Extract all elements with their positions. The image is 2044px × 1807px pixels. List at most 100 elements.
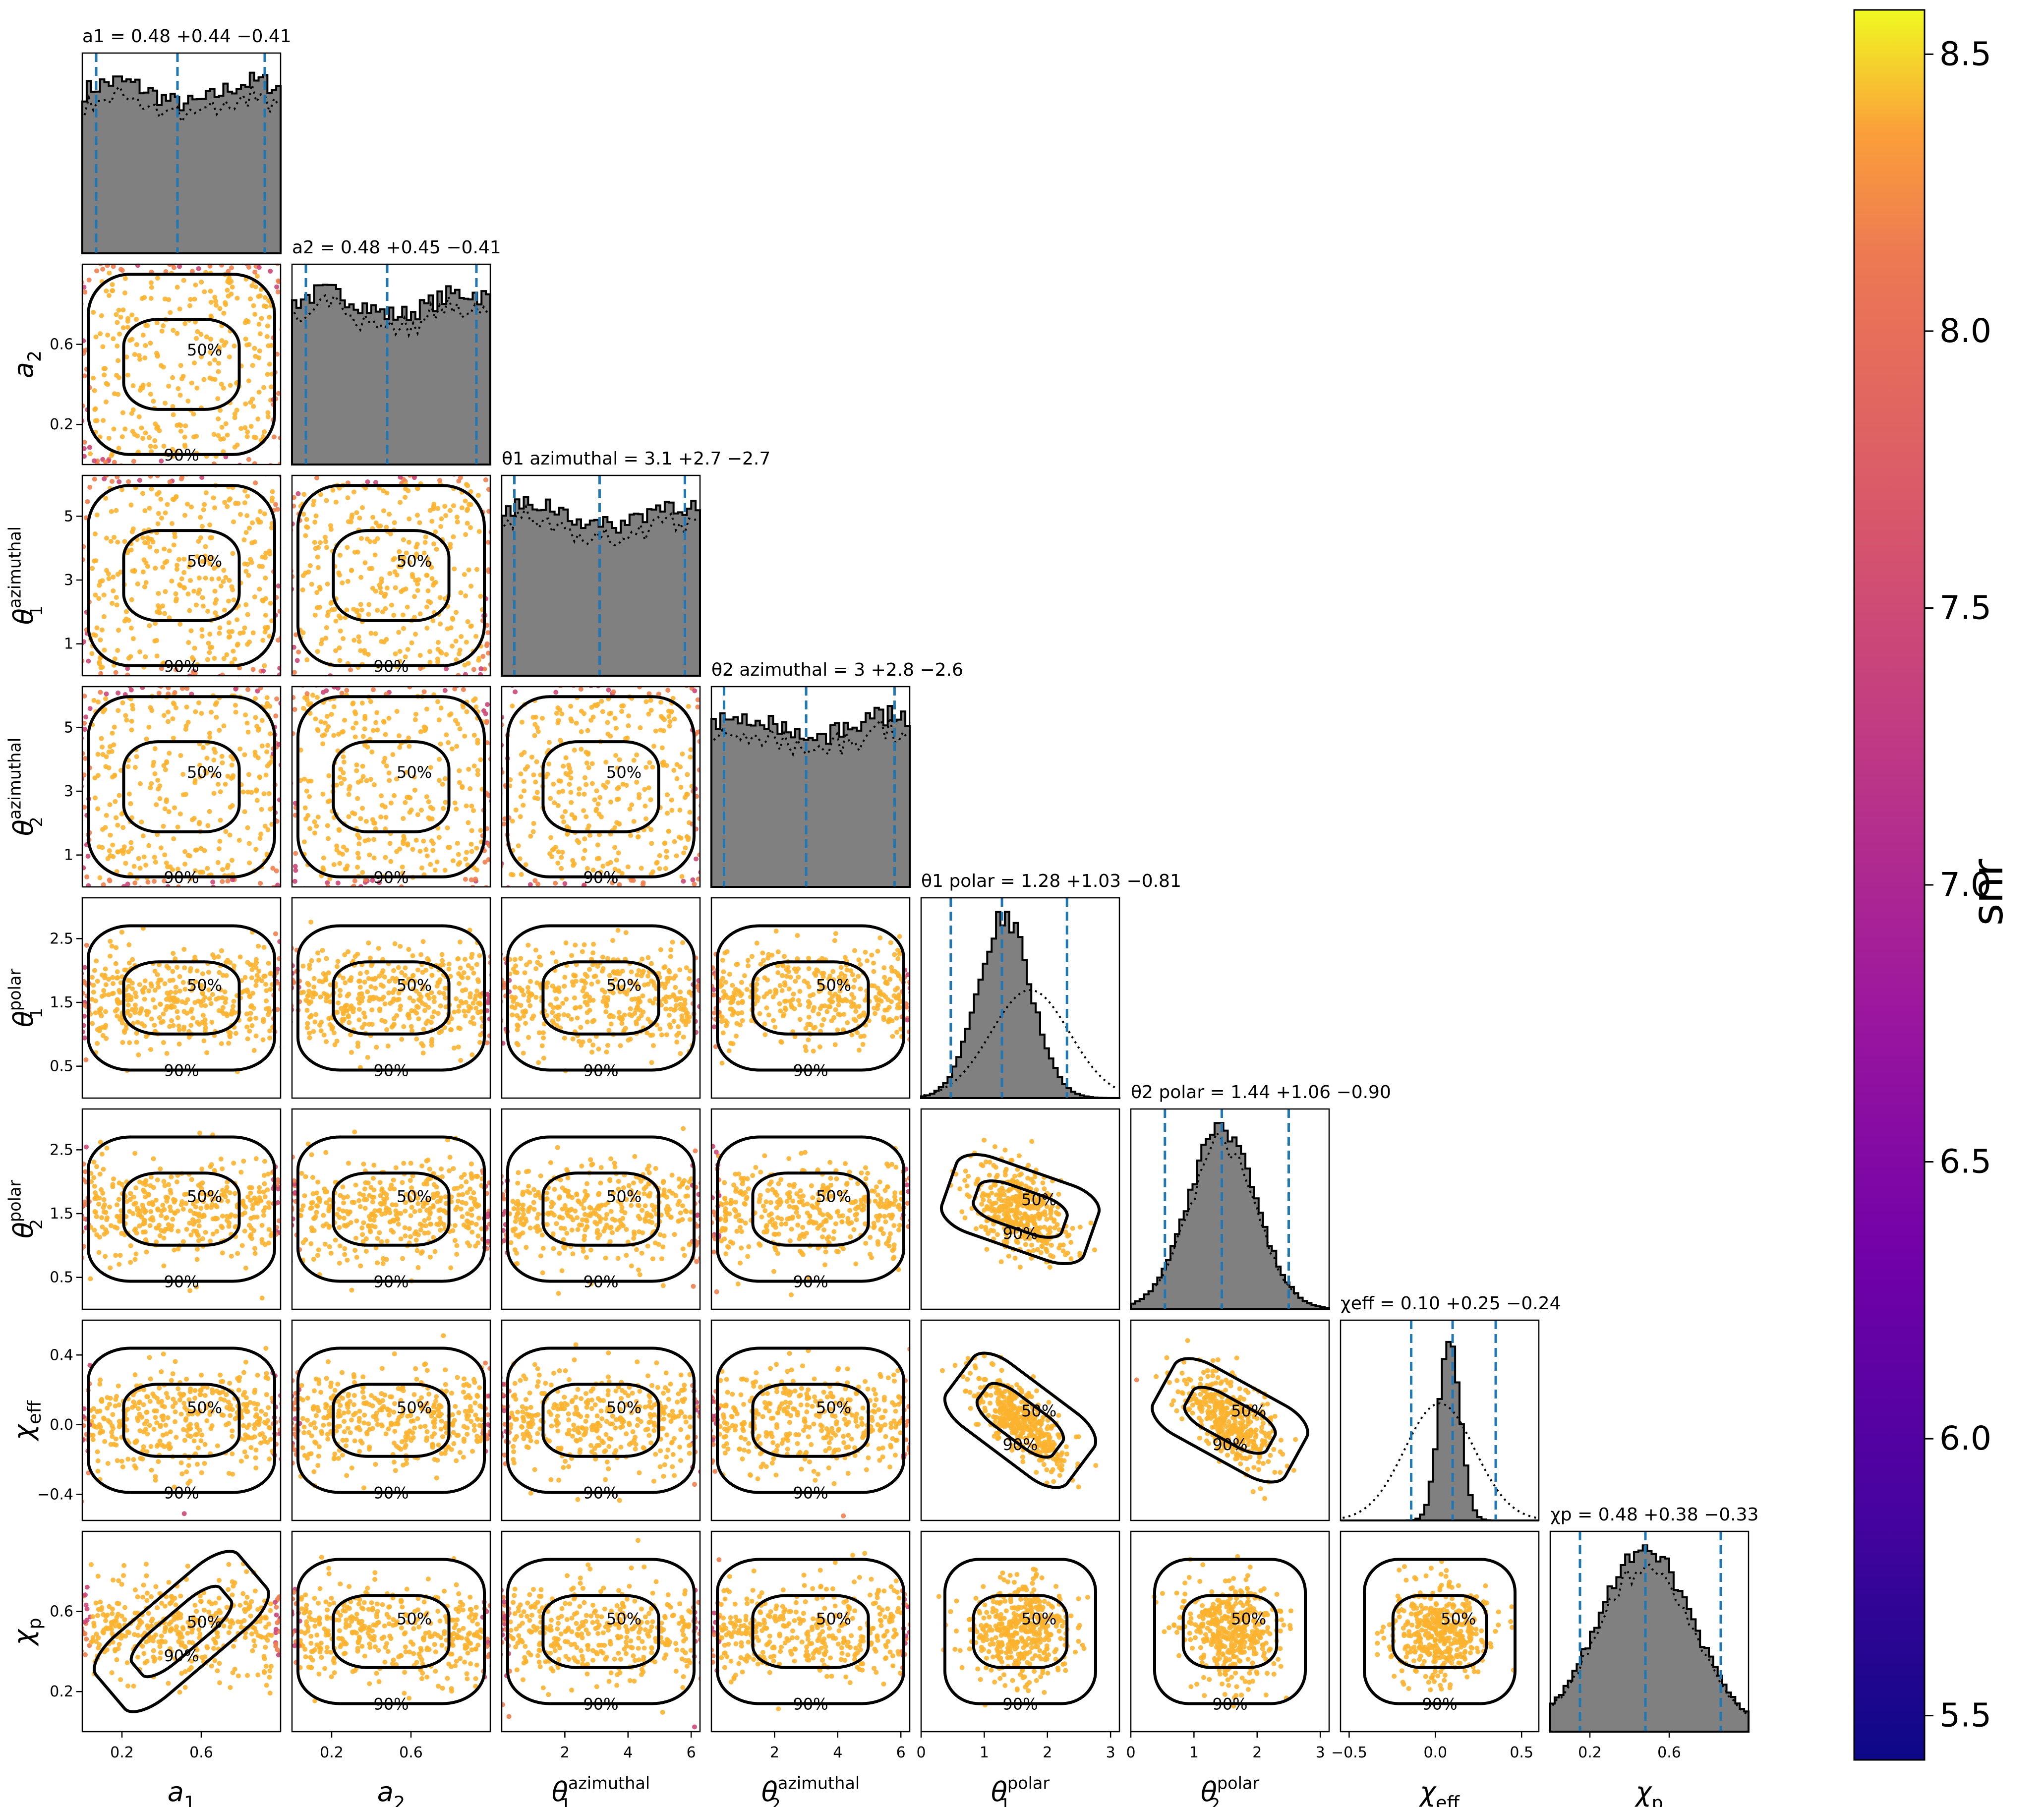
sample-point (593, 974, 598, 979)
sample-point (285, 797, 290, 802)
sample-point (591, 941, 596, 947)
sample-point (110, 282, 115, 287)
sample-point (869, 952, 875, 958)
sample-point (413, 711, 418, 717)
sample-point (174, 494, 179, 499)
sample-point (403, 495, 408, 500)
sample-point (224, 1011, 229, 1017)
sample-point (114, 595, 119, 600)
sample-point (275, 1180, 281, 1185)
sample-point (220, 1188, 225, 1193)
sample-point (201, 1199, 206, 1204)
sample-point (115, 1202, 120, 1208)
sample-point (456, 956, 461, 961)
sample-point (150, 997, 156, 1002)
sample-point (264, 998, 269, 1003)
sample-point (626, 988, 632, 993)
sample-point (598, 870, 603, 875)
sample-point (711, 934, 712, 936)
sample-point (364, 970, 369, 975)
sample-point (494, 954, 499, 959)
sample-point (303, 533, 308, 538)
sample-point (376, 676, 381, 681)
sample-point (468, 877, 474, 882)
sample-point (245, 612, 250, 617)
sample-point (305, 1141, 311, 1147)
sample-point (516, 1042, 521, 1048)
sample-point (491, 1181, 496, 1186)
sample-point (82, 727, 87, 732)
sample-point (496, 999, 501, 1004)
sample-point (376, 945, 381, 951)
sample-point (734, 1033, 739, 1039)
sample-point (681, 878, 686, 884)
sample-point (153, 1198, 159, 1203)
sample-point (735, 1011, 741, 1016)
sample-point (587, 967, 592, 972)
sample-point (559, 887, 564, 892)
contour-50 (541, 960, 660, 1036)
sample-point (130, 383, 136, 389)
sample-point (539, 1043, 545, 1049)
sample-point (229, 660, 234, 666)
sample-point (415, 486, 420, 491)
sample-point (165, 884, 171, 887)
sample-point (429, 990, 434, 995)
sample-point (401, 587, 406, 593)
sample-point (358, 816, 363, 821)
sample-point (166, 1222, 171, 1227)
sample-point (463, 856, 468, 862)
sample-point (175, 563, 180, 568)
sample-point (123, 713, 128, 718)
sample-point (464, 482, 469, 487)
sample-point (111, 264, 116, 269)
sample-point (423, 968, 429, 973)
sample-point (161, 444, 167, 449)
sample-point (463, 532, 468, 537)
sample-point (413, 544, 419, 550)
sample-point (254, 798, 260, 803)
sample-point (446, 740, 451, 745)
sample-point (233, 1224, 238, 1229)
sample-point (314, 475, 319, 480)
hist-panel-a2: a2 = 0.48 +0.45 −0.41 (291, 237, 501, 466)
sample-point (425, 556, 430, 561)
sample-point (881, 1017, 886, 1022)
sample-point (74, 501, 79, 506)
sample-point (439, 516, 444, 522)
sample-point (478, 672, 483, 676)
sample-point (441, 991, 447, 996)
sample-point (546, 761, 552, 767)
sample-point (82, 557, 85, 562)
sample-point (250, 363, 255, 368)
sample-point (645, 955, 651, 960)
contour-label-50: 50% (816, 976, 851, 994)
scatter-frame (81, 897, 282, 1099)
sample-point (197, 819, 202, 825)
scatter-panel-theta2_azimuthal-vs-a1: 90%50% (81, 686, 288, 888)
sample-point (115, 539, 120, 545)
sample-point (523, 862, 528, 868)
sample-point (283, 874, 288, 879)
sample-point (181, 1027, 186, 1032)
sample-point (666, 828, 671, 834)
sample-point (555, 988, 560, 993)
sample-point (696, 978, 700, 983)
sample-point (198, 535, 203, 540)
sample-point (337, 552, 343, 558)
sample-point (355, 832, 360, 838)
sample-point (350, 725, 356, 731)
sample-point (892, 952, 897, 957)
sample-point (249, 1185, 254, 1190)
sample-point (664, 1032, 669, 1038)
sample-point (905, 1017, 910, 1023)
sample-point (386, 770, 392, 776)
sample-point (136, 353, 142, 358)
sample-point (355, 996, 361, 1001)
sample-point (269, 821, 275, 827)
sample-point (189, 817, 195, 822)
sample-point (791, 991, 796, 997)
sample-point (103, 966, 108, 972)
sample-point (116, 1197, 121, 1202)
sample-point (92, 775, 98, 781)
